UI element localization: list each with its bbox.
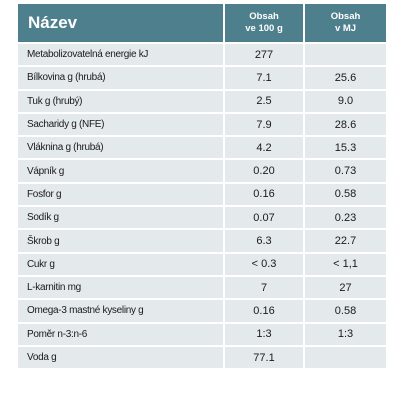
column-header-per-mj: Obsah v MJ bbox=[304, 4, 386, 44]
nutrition-table-container: Název Obsah ve 100 g Obsah v MJ Metaboli… bbox=[18, 4, 386, 371]
value-per-100g: 4.2 bbox=[224, 136, 305, 161]
value-per-mj: < 1,1 bbox=[304, 252, 386, 277]
column-header-per-100g-line1: Obsah bbox=[249, 11, 279, 22]
value-per-100g: 0.20 bbox=[224, 159, 305, 184]
value-per-100g: 1:3 bbox=[224, 322, 305, 347]
row-label: Sacharidy g (NFE) bbox=[18, 112, 225, 138]
nutrition-table: Název Obsah ve 100 g Obsah v MJ Metaboli… bbox=[18, 4, 386, 371]
table-row: Poměr n-3:n-6 1:3 1:3 bbox=[18, 322, 386, 347]
value-per-mj bbox=[304, 345, 386, 371]
value-per-mj: 1:3 bbox=[304, 322, 386, 347]
value-per-100g: 277 bbox=[224, 43, 305, 68]
table-row: Vápník g 0.20 0.73 bbox=[18, 159, 386, 184]
value-per-100g: 2.5 bbox=[224, 89, 305, 114]
table-row: L-karnitin mg 7 27 bbox=[18, 275, 386, 301]
table-row: Cukr g < 0.3 < 1,1 bbox=[18, 252, 386, 277]
value-per-mj: 25.6 bbox=[304, 66, 386, 91]
value-per-mj: 0.73 bbox=[304, 159, 386, 184]
row-label: Cukr g bbox=[18, 252, 225, 277]
value-per-mj: 9.0 bbox=[304, 89, 386, 114]
column-header-per-100g-line2: ve 100 g bbox=[245, 23, 283, 34]
row-label: Voda g bbox=[18, 345, 225, 371]
table-row: Škrob g 6.3 22.7 bbox=[18, 229, 386, 254]
table-row: Fosfor g 0.16 0.58 bbox=[18, 182, 386, 208]
value-per-100g: 6.3 bbox=[224, 229, 305, 254]
column-header-per-100g: Obsah ve 100 g bbox=[224, 4, 305, 44]
row-label: Metabolizovatelná energie kJ bbox=[18, 43, 225, 68]
row-label: Poměr n-3:n-6 bbox=[18, 322, 225, 347]
row-label: Škrob g bbox=[18, 229, 225, 254]
column-header-per-mj-line2: v MJ bbox=[334, 23, 357, 34]
row-label: Fosfor g bbox=[18, 182, 225, 208]
value-per-mj: 22.7 bbox=[304, 229, 386, 254]
table-title: Název bbox=[18, 4, 225, 44]
value-per-mj: 15.3 bbox=[304, 136, 386, 161]
row-label: Omega-3 mastné kyseliny g bbox=[18, 299, 225, 324]
value-per-mj: 0.23 bbox=[304, 206, 386, 231]
value-per-mj: 0.58 bbox=[304, 182, 386, 208]
column-header-per-mj-line1: Obsah bbox=[330, 11, 361, 22]
value-per-100g: 0.16 bbox=[224, 299, 305, 324]
value-per-mj: 28.6 bbox=[304, 112, 386, 138]
value-per-mj bbox=[304, 43, 386, 68]
table-row: Vláknina g (hrubá) 4.2 15.3 bbox=[18, 136, 386, 161]
table-row: Voda g 77.1 bbox=[18, 345, 386, 371]
table-row: Metabolizovatelná energie kJ 277 bbox=[18, 43, 386, 68]
row-label: Sodík g bbox=[18, 206, 225, 231]
row-label: Vápník g bbox=[18, 159, 225, 184]
value-per-100g: 7 bbox=[224, 275, 305, 301]
value-per-100g: 7.1 bbox=[224, 66, 305, 91]
table-row: Tuk g (hrubý) 2.5 9.0 bbox=[18, 89, 386, 114]
row-label: Bílkovina g (hrubá) bbox=[18, 66, 225, 91]
row-label: Tuk g (hrubý) bbox=[18, 89, 225, 114]
row-label: Vláknina g (hrubá) bbox=[18, 136, 225, 161]
value-per-100g: 0.16 bbox=[224, 182, 305, 208]
table-header-row: Název Obsah ve 100 g Obsah v MJ bbox=[18, 4, 386, 44]
table-row: Sacharidy g (NFE) 7.9 28.6 bbox=[18, 112, 386, 138]
table-row: Sodík g 0.07 0.23 bbox=[18, 206, 386, 231]
value-per-100g: < 0.3 bbox=[224, 252, 305, 277]
value-per-mj: 27 bbox=[304, 275, 386, 301]
row-label: L-karnitin mg bbox=[18, 275, 225, 301]
value-per-100g: 0.07 bbox=[224, 206, 305, 231]
table-row: Bílkovina g (hrubá) 7.1 25.6 bbox=[18, 66, 386, 91]
table-row: Omega-3 mastné kyseliny g 0.16 0.58 bbox=[18, 299, 386, 324]
value-per-mj: 0.58 bbox=[304, 299, 386, 324]
value-per-100g: 77.1 bbox=[224, 345, 305, 371]
value-per-100g: 7.9 bbox=[224, 112, 305, 138]
